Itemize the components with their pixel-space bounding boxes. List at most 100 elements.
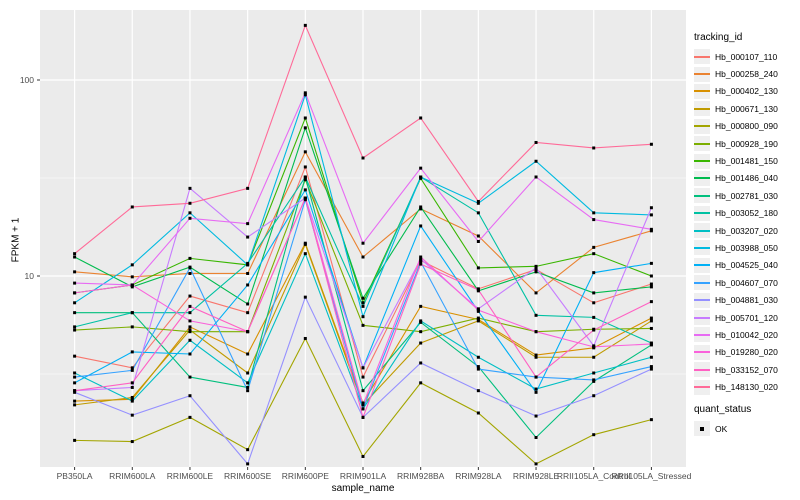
x-tick-label-RRIM901LA: RRIM901LA xyxy=(339,471,387,481)
legend-item-Hb_000258_240: Hb_000258_240 xyxy=(694,65,800,82)
data-point xyxy=(73,270,77,274)
data-point xyxy=(130,366,134,370)
data-point xyxy=(361,241,365,245)
data-point xyxy=(130,205,134,209)
legend-key-color xyxy=(694,264,710,267)
data-point xyxy=(303,295,307,299)
x-tick-label-RRIM928LA: RRIM928LA xyxy=(455,471,502,481)
data-point xyxy=(361,315,365,319)
x-tick-label-RRIM928LE: RRIM928LE xyxy=(512,471,560,481)
data-point xyxy=(303,336,307,340)
data-point xyxy=(534,353,538,357)
data-point xyxy=(73,381,77,385)
legend-key-line-icon xyxy=(694,310,710,326)
legend-key-line-icon xyxy=(694,344,710,360)
data-point xyxy=(361,389,365,393)
legend-label: Hb_004881_030 xyxy=(715,295,778,306)
data-point xyxy=(73,281,77,285)
data-point xyxy=(73,255,77,259)
data-point xyxy=(534,175,538,179)
data-point xyxy=(534,140,538,144)
y-tick-label: 10 xyxy=(24,271,34,281)
data-point xyxy=(419,381,423,385)
legend-item-Hb_000671_130: Hb_000671_130 xyxy=(694,100,800,117)
data-point xyxy=(130,275,134,279)
legend-label: Hb_002781_030 xyxy=(715,190,778,201)
legend-key-color xyxy=(694,177,710,180)
legend-label: Hb_003988_050 xyxy=(715,242,778,253)
data-point xyxy=(476,201,480,205)
data-point xyxy=(649,274,653,278)
data-point xyxy=(361,375,365,379)
data-point xyxy=(303,165,307,169)
data-point xyxy=(73,291,77,295)
data-point xyxy=(649,282,653,286)
data-point xyxy=(534,462,538,466)
data-point xyxy=(592,271,596,275)
data-point xyxy=(246,311,250,315)
legend-label: Hb_004607_070 xyxy=(715,277,778,288)
legend-item-Hb_148130_020: Hb_148130_020 xyxy=(694,378,800,395)
data-point xyxy=(649,316,653,320)
data-point xyxy=(534,267,538,271)
legend-label: Hb_019280_020 xyxy=(715,347,778,358)
legend-title-tracking-id: tracking_id xyxy=(694,32,743,43)
data-point xyxy=(476,316,480,320)
legend-key-line-icon xyxy=(694,292,710,308)
legend-key-point-icon xyxy=(694,421,710,437)
data-point xyxy=(361,296,365,300)
data-point xyxy=(73,399,77,403)
legend-key-color xyxy=(694,299,710,302)
data-point xyxy=(130,368,134,372)
data-point xyxy=(649,418,653,422)
x-tick-label-RRIM600LA: RRIM600LA xyxy=(109,471,156,481)
legend-item-Hb_019280_020: Hb_019280_020 xyxy=(694,344,800,361)
data-point xyxy=(188,325,192,329)
data-point xyxy=(130,350,134,354)
data-point xyxy=(419,175,423,179)
data-point xyxy=(476,365,480,369)
data-point xyxy=(246,330,250,334)
legend-items: Hb_000107_110 Hb_000258_240 Hb_000402_130 H… xyxy=(694,48,800,396)
data-point xyxy=(534,390,538,394)
data-point xyxy=(361,366,365,370)
data-point xyxy=(649,261,653,265)
legend-key-line-icon xyxy=(694,153,710,169)
legend-item-Hb_004525_040: Hb_004525_040 xyxy=(694,257,800,274)
legend-label: Hb_010042_020 xyxy=(715,329,778,340)
data-point xyxy=(476,389,480,393)
legend-key-line-icon xyxy=(694,379,710,395)
legend-item-Hb_004881_030: Hb_004881_030 xyxy=(694,291,800,308)
data-point xyxy=(246,389,250,393)
legend-quant-status: quant_status OK xyxy=(694,404,800,437)
data-point xyxy=(361,454,365,458)
y-tick-label: 100 xyxy=(19,75,34,85)
x-tick-label-RRIM600SE: RRIM600SE xyxy=(224,471,272,481)
legend-item-Hb_003207_020: Hb_003207_020 xyxy=(694,222,800,239)
data-point xyxy=(419,205,423,209)
legend-key-color xyxy=(694,333,710,336)
legend-label: Hb_001481_150 xyxy=(715,156,778,167)
legend-label: Hb_000928_190 xyxy=(715,138,778,149)
data-point xyxy=(419,207,423,211)
data-point xyxy=(188,186,192,190)
data-point xyxy=(649,227,653,231)
data-point xyxy=(303,150,307,154)
data-point xyxy=(649,285,653,289)
legend-key-color xyxy=(694,368,710,371)
data-point xyxy=(188,216,192,220)
x-tick-label-RRIM928BA: RRIM928BA xyxy=(397,471,445,481)
legend-key-line-icon xyxy=(694,240,710,256)
black-square-point-icon xyxy=(700,426,704,431)
legend-item-Hb_000800_090: Hb_000800_090 xyxy=(694,118,800,135)
data-point xyxy=(361,323,365,327)
data-point xyxy=(73,354,77,358)
data-point xyxy=(73,252,77,256)
data-point xyxy=(303,116,307,120)
data-point xyxy=(476,319,480,323)
data-point xyxy=(188,319,192,323)
data-point xyxy=(649,367,653,371)
data-point xyxy=(188,211,192,215)
legend-label: Hb_000800_090 xyxy=(715,121,778,132)
